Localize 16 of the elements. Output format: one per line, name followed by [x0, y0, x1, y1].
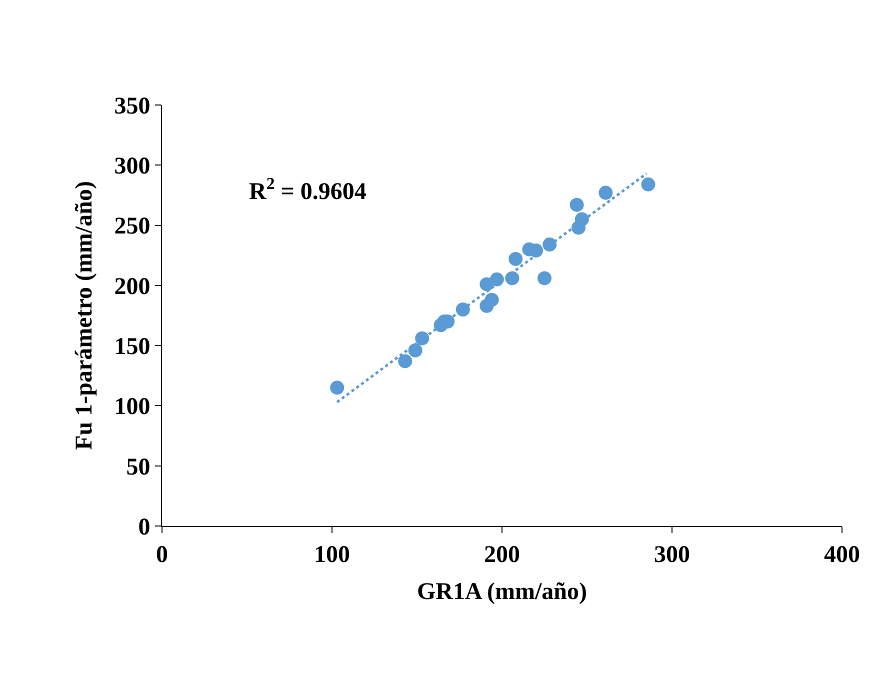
y-tick-label: 100: [114, 394, 150, 420]
x-axis-title: GR1A (mm/año): [417, 579, 587, 606]
y-tick-label: 350: [114, 93, 150, 120]
y-tick-label: 300: [114, 154, 150, 180]
x-tick-label: 300: [654, 542, 690, 568]
x-tick-label: 0: [156, 542, 168, 568]
x-tick-label: 100: [314, 542, 350, 568]
y-axis-title: Fu 1-parámetro (mm/año): [71, 181, 98, 450]
y-tick-label: 150: [114, 334, 150, 360]
y-tick-label: 250: [114, 214, 150, 240]
x-tick-label: 200: [484, 542, 520, 568]
x-tick-label: 400: [824, 542, 860, 568]
annotation: R$^{2}$ = 0.9604: [249, 174, 366, 206]
y-tick-label: 0: [138, 514, 150, 540]
y-tick-label: 200: [114, 274, 150, 300]
y-tick-label: 50: [126, 454, 150, 480]
